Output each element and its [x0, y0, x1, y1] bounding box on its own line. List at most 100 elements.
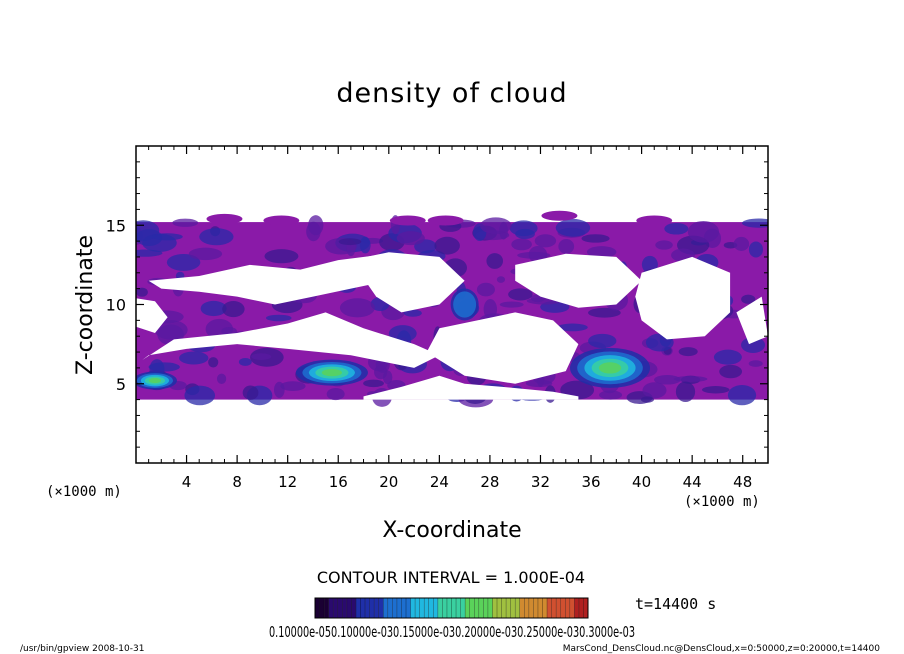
- y-tick-label: 5: [116, 375, 126, 394]
- clear-region: [363, 375, 579, 400]
- density-patch: [166, 253, 201, 271]
- colorbar-cell: [547, 598, 552, 618]
- colorbar-cell: [365, 598, 370, 618]
- density-patch: [508, 288, 533, 301]
- clear-region: [635, 256, 731, 340]
- density-patch: [265, 314, 292, 322]
- colorbar-cell: [319, 598, 325, 618]
- clear-region: [515, 253, 642, 308]
- colorbar-cell: [501, 598, 507, 618]
- x-tick-label: 40: [632, 473, 651, 491]
- density-patch: [208, 357, 219, 368]
- density-patch: [741, 218, 768, 228]
- density-core: [598, 362, 622, 374]
- x-tick-label: 8: [232, 473, 242, 491]
- colorbar-cell: [337, 598, 343, 618]
- colorbar-cell: [497, 598, 502, 618]
- colorbar-cell: [424, 598, 429, 618]
- density-patch: [480, 217, 512, 235]
- colorbar-cell: [315, 598, 320, 618]
- colorbar-cell: [396, 598, 402, 618]
- colorbar-cell: [378, 598, 384, 618]
- density-patch: [733, 236, 750, 251]
- colorbar-cell: [333, 598, 338, 618]
- colorbar-cell: [469, 598, 475, 618]
- time-label: t=14400 s: [635, 595, 716, 613]
- density-patch: [525, 379, 553, 388]
- density-patch: [687, 220, 720, 243]
- x-tick-label: 16: [329, 473, 348, 491]
- density-patch: [280, 381, 306, 391]
- density-patch: [273, 381, 285, 398]
- colorbar-cell: [451, 598, 457, 618]
- x-tick-label: 48: [733, 473, 752, 491]
- density-patch: [581, 234, 610, 243]
- colorbar-cell: [519, 598, 525, 618]
- colorbar-cell: [355, 598, 361, 618]
- density-patch: [151, 233, 183, 241]
- density-patch: [403, 309, 422, 317]
- colorbar-cell: [578, 598, 584, 618]
- density-patch: [588, 307, 621, 318]
- density-patch: [496, 276, 506, 283]
- chart-title: density of cloud: [336, 78, 567, 109]
- colorbar-cell: [551, 598, 557, 618]
- cloud-top-bump: [263, 215, 300, 226]
- colorbar-frame: [314, 597, 589, 619]
- clear-region: [136, 298, 168, 333]
- colorbar-cell: [478, 598, 484, 618]
- colorbar-cell: [392, 598, 397, 618]
- y-tick-label: 10: [106, 296, 126, 315]
- colorbar-cell: [342, 598, 347, 618]
- density-core: [321, 369, 343, 377]
- density-patch: [476, 282, 495, 297]
- colorbar-cell: [533, 598, 538, 618]
- y-axis: 5 10 15: [106, 161, 768, 448]
- density-patch: [719, 364, 743, 379]
- colorbar-cell: [369, 598, 375, 618]
- colorbar-cell: [387, 598, 393, 618]
- density-patch: [136, 287, 148, 297]
- density-patch: [154, 320, 188, 340]
- density-patch: [434, 236, 460, 255]
- x-axis: 4 8 12 16 20 24 28 32 36 40 44 48: [148, 146, 756, 491]
- colorbar-cell: [428, 598, 434, 618]
- clear-region: [148, 253, 415, 305]
- density-patch: [701, 386, 730, 394]
- colorbar-cell: [492, 598, 497, 618]
- density-core: [453, 291, 477, 318]
- colorbar-cell: [542, 598, 548, 618]
- clear-region: [142, 312, 440, 368]
- density-patch: [238, 358, 252, 366]
- x-unit-label-left: (×1000 m): [46, 484, 122, 500]
- x-tick-label: 4: [182, 473, 192, 491]
- colorbar: [314, 598, 588, 618]
- density-patch: [222, 301, 245, 318]
- colorbar-cell: [574, 598, 579, 618]
- density-patch: [188, 247, 223, 261]
- colorbar-cell: [406, 598, 411, 618]
- clear-region: [350, 252, 465, 313]
- density-patch: [748, 360, 763, 367]
- cloud-top-bump: [389, 215, 426, 226]
- density-patch: [199, 228, 234, 246]
- cloud-top-bump: [206, 213, 243, 224]
- density-patch: [338, 238, 362, 246]
- density-patch: [339, 298, 375, 318]
- density-patch: [179, 351, 209, 365]
- colorbar-cell: [583, 598, 588, 618]
- density-patch: [598, 390, 623, 400]
- density-patch: [396, 231, 425, 246]
- colorbar-cell: [401, 598, 406, 618]
- colorbar-cell: [465, 598, 470, 618]
- colorbar-cell: [524, 598, 529, 618]
- density-patch: [136, 249, 163, 257]
- colorbar-cell: [446, 598, 452, 618]
- density-patch: [200, 300, 227, 317]
- density-patch: [586, 246, 617, 258]
- density-patch: [216, 373, 227, 385]
- density-patch: [727, 384, 757, 406]
- colorbar-labels: 0.10000e-050.10000e-030.15000e-030.20000…: [269, 623, 635, 641]
- colorbar-cell: [460, 598, 466, 618]
